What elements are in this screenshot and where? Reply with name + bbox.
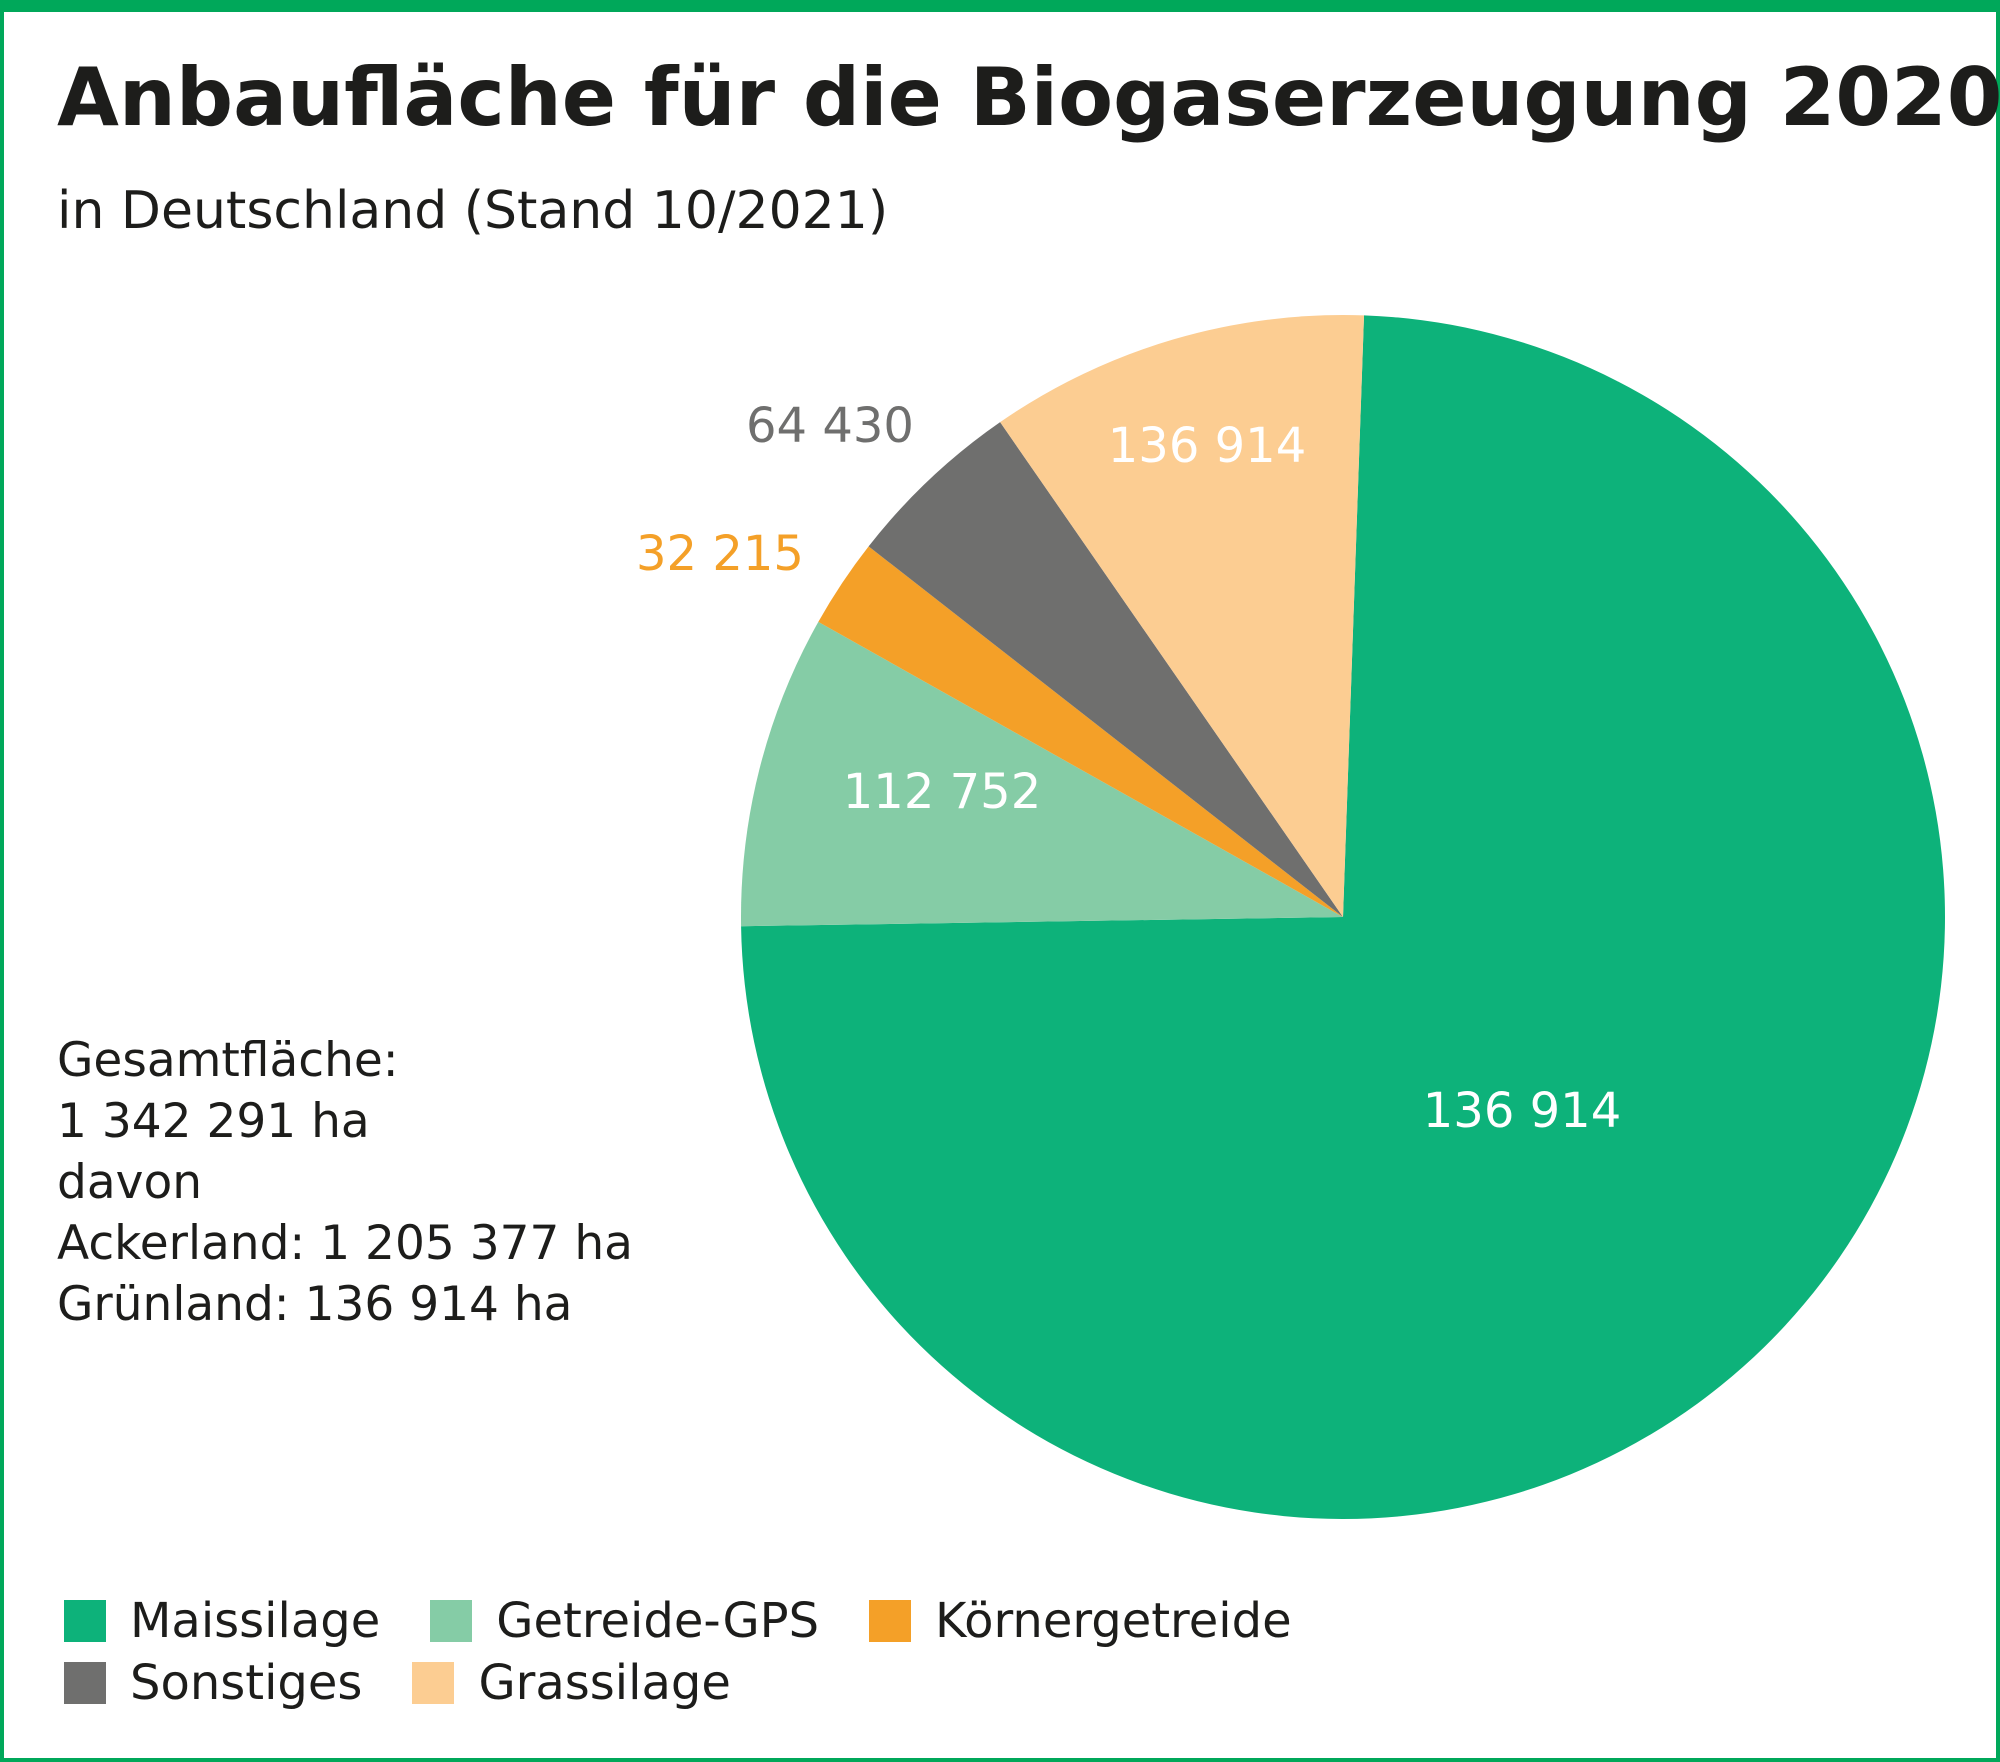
pie-slice-sonstiges — [868, 422, 1343, 917]
data-label: 112 752 — [843, 764, 1042, 820]
note-line: 1 342 291 ha — [57, 1094, 370, 1149]
legend-swatch — [64, 1662, 106, 1704]
chart-subtitle: in Deutschland (Stand 10/2021) — [57, 181, 889, 241]
legend-label: Grassilage — [478, 1655, 731, 1711]
legend-item-maissilage: Maissilage — [64, 1593, 380, 1649]
legend-item-getreide-gps: Getreide-GPS — [430, 1593, 819, 1649]
chart-title: Anbaufläche für die Biogaserzeugung 2020 — [57, 51, 2000, 144]
legend-label: Maissilage — [130, 1593, 381, 1649]
legend-swatch — [430, 1600, 473, 1642]
legend-label: Sonstiges — [130, 1655, 363, 1711]
legend-item-sonstiges: Sonstiges — [64, 1655, 362, 1711]
legend-swatch — [64, 1600, 106, 1642]
data-label: 32 215 — [636, 526, 804, 582]
data-label: 136 914 — [1108, 418, 1307, 474]
legend-item-grassilage: Grassilage — [412, 1655, 731, 1711]
pie-slice-grassilage — [1000, 315, 1365, 917]
legend-swatch — [869, 1600, 912, 1642]
legend-row: Sonstiges Grassilage — [64, 1652, 1342, 1714]
legend: Maissilage Getreide-GPS Körnergetreide S… — [64, 1590, 1342, 1714]
data-label: 64 430 — [746, 398, 914, 454]
note-line: Ackerland: 1 205 377 ha — [57, 1216, 633, 1271]
legend-item-koernergetreide: Körnergetreide — [869, 1593, 1292, 1649]
note-line: davon — [57, 1155, 202, 1210]
pie-slice-maissilage — [741, 315, 1945, 1520]
data-label: 136 914 — [1423, 1083, 1622, 1139]
legend-row: Maissilage Getreide-GPS Körnergetreide — [64, 1590, 1342, 1652]
total-area-note: Gesamtfläche: 1 342 291 ha davon Ackerla… — [57, 1030, 633, 1335]
note-line: Grünland: 136 914 ha — [57, 1277, 573, 1332]
legend-label: Körnergetreide — [935, 1593, 1292, 1649]
pie-slice-krnergetreide — [818, 546, 1343, 917]
note-line: Gesamtfläche: — [57, 1033, 399, 1088]
pie-slice-getreidegps — [741, 621, 1343, 927]
legend-swatch — [412, 1662, 455, 1704]
legend-label: Getreide-GPS — [496, 1593, 820, 1649]
